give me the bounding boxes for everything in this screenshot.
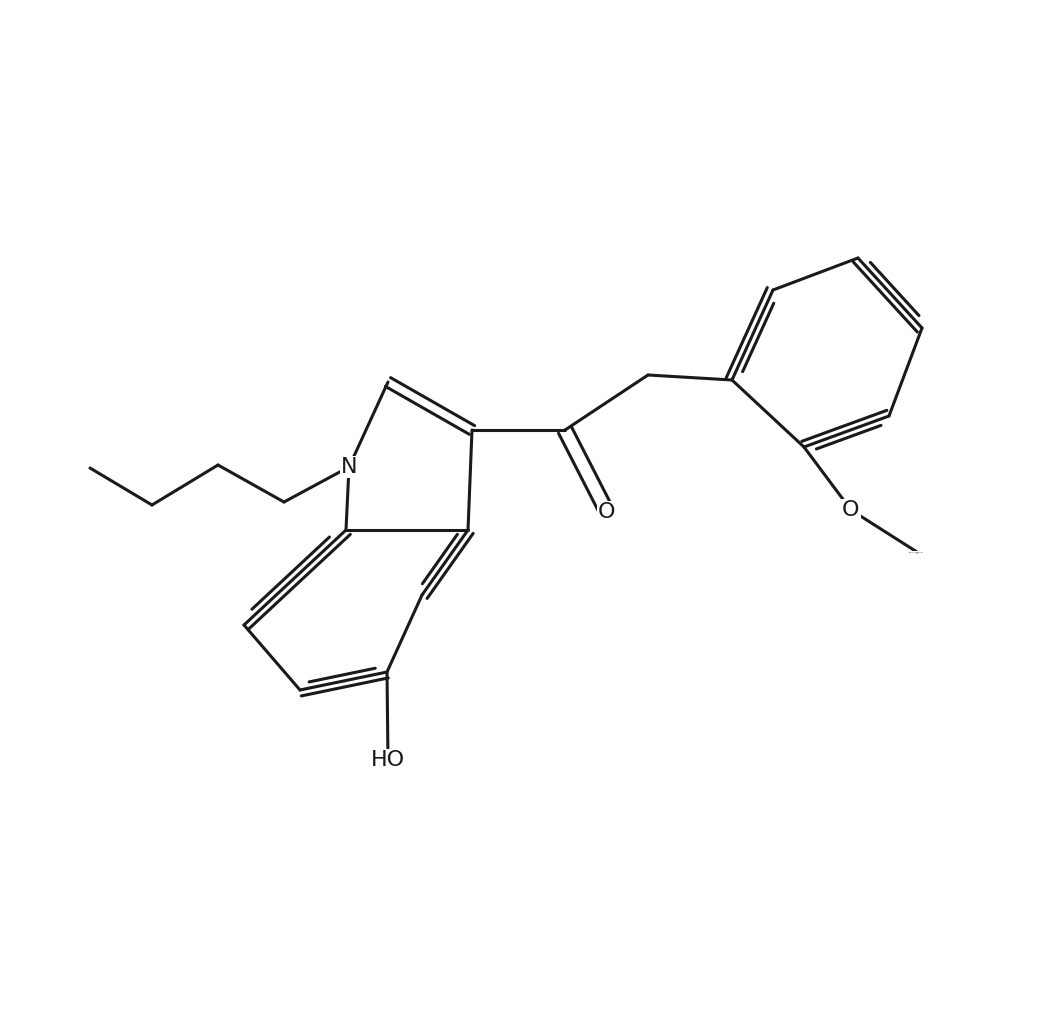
Text: HO: HO bbox=[371, 750, 405, 770]
Text: methoxy: methoxy bbox=[917, 550, 923, 552]
Text: O: O bbox=[842, 500, 860, 520]
Text: methoxy_placeholder: methoxy_placeholder bbox=[909, 551, 925, 552]
Text: N: N bbox=[341, 457, 358, 477]
Text: O: O bbox=[598, 502, 616, 522]
